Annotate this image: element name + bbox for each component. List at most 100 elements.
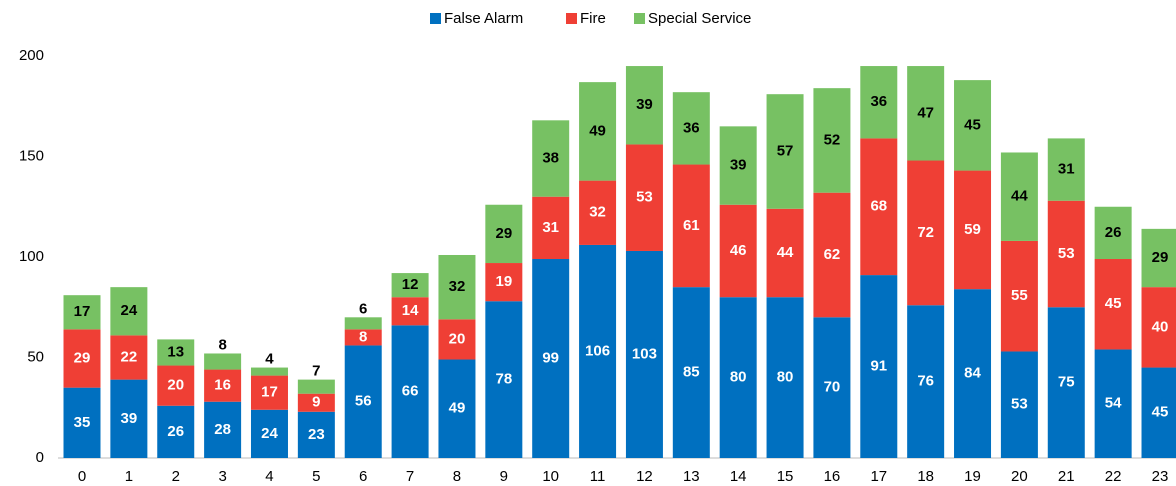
data-label: 54: [1105, 395, 1122, 412]
bar-segment: [532, 120, 570, 197]
bar-segment: [719, 204, 757, 298]
data-label: 44: [1011, 188, 1028, 205]
legend-swatch: [430, 13, 441, 24]
data-label: 57: [777, 142, 794, 159]
legend-swatch: [566, 13, 577, 24]
data-label: 31: [1058, 161, 1075, 178]
bar-segment: [485, 204, 523, 264]
y-tick-label: 100: [19, 248, 44, 265]
bar-segment: [1047, 307, 1085, 458]
x-tick-label: 12: [636, 468, 653, 485]
bar-segment: [813, 88, 851, 193]
data-label: 80: [777, 369, 794, 386]
bar-segment: [1141, 367, 1176, 458]
data-label: 6: [359, 300, 367, 317]
bar-segment: [1000, 351, 1038, 458]
data-label: 44: [777, 244, 794, 261]
data-label: 99: [542, 349, 559, 366]
data-label: 38: [542, 149, 559, 166]
bar-segment: [438, 319, 476, 360]
data-label: 53: [636, 189, 653, 206]
x-tick-label: 1: [125, 468, 133, 485]
bar-segment: [485, 301, 523, 458]
x-tick-label: 19: [964, 468, 981, 485]
bar-segment: [860, 275, 898, 458]
data-label: 66: [402, 383, 419, 400]
bar-segment: [1141, 228, 1176, 288]
bar-segment: [157, 365, 195, 406]
y-tick-label: 50: [27, 348, 44, 365]
bar-segment: [954, 170, 992, 290]
data-label: 49: [589, 122, 606, 139]
data-label: 17: [261, 384, 278, 401]
data-label: 39: [730, 157, 747, 174]
data-label: 8: [218, 336, 226, 353]
bar-segment: [813, 317, 851, 458]
bar-segment: [344, 317, 382, 330]
bar-segment: [766, 297, 804, 458]
y-tick-label: 0: [36, 449, 44, 466]
data-label: 29: [1152, 249, 1169, 266]
bar-segment: [391, 273, 429, 298]
data-label: 17: [74, 303, 91, 320]
bar-segment: [860, 66, 898, 139]
data-label: 75: [1058, 374, 1075, 391]
bar-segment: [907, 66, 945, 161]
data-label: 24: [261, 425, 278, 442]
x-tick-label: 2: [172, 468, 180, 485]
bar-segment: [719, 126, 757, 205]
data-label: 59: [964, 221, 981, 238]
data-label: 22: [121, 348, 138, 365]
data-label: 85: [683, 364, 700, 381]
bar-segment: [1094, 349, 1132, 458]
bar-segment: [1047, 200, 1085, 308]
data-label: 29: [495, 225, 512, 242]
x-tick-label: 6: [359, 468, 367, 485]
bar-segment: [672, 92, 710, 165]
data-label: 26: [1105, 224, 1122, 241]
legend-label: Fire: [580, 10, 606, 27]
data-label: 36: [870, 93, 887, 110]
data-label: 45: [964, 116, 981, 133]
bar-segment: [110, 379, 148, 458]
x-tick-label: 14: [730, 468, 747, 485]
data-label: 26: [167, 423, 184, 440]
bar-segment: [297, 379, 335, 394]
data-label: 84: [964, 365, 981, 382]
bar-segment: [63, 387, 101, 458]
bar-segment: [1094, 206, 1132, 260]
data-label: 49: [449, 400, 466, 417]
bar-segment: [719, 297, 757, 458]
data-label: 40: [1152, 318, 1169, 335]
bar-segment: [1047, 138, 1085, 201]
bar-segment: [1000, 240, 1038, 352]
bar-segment: [766, 208, 804, 298]
x-tick-label: 3: [218, 468, 226, 485]
data-label: 8: [359, 328, 367, 345]
bar-segment: [63, 295, 101, 330]
bar-segment: [391, 297, 429, 326]
data-label: 68: [870, 198, 887, 215]
legend-label: Special Service: [648, 10, 751, 27]
x-tick-label: 21: [1058, 468, 1075, 485]
y-tick-label: 150: [19, 147, 44, 164]
data-label: 32: [449, 278, 466, 295]
data-label: 39: [636, 96, 653, 113]
bar-segment: [157, 405, 195, 458]
bar-segment: [813, 192, 851, 318]
bar-segment: [1141, 287, 1176, 368]
bar-segment: [1000, 152, 1038, 241]
bar-segment: [438, 359, 476, 458]
x-tick-label: 10: [542, 468, 559, 485]
data-label: 13: [167, 343, 184, 360]
data-label: 20: [167, 377, 184, 394]
bar-segment: [954, 80, 992, 171]
x-tick-label: 16: [824, 468, 841, 485]
bar-segment: [438, 254, 476, 320]
bar-segment: [907, 305, 945, 458]
bar-segment: [625, 144, 663, 251]
bar-segment: [672, 164, 710, 288]
x-tick-label: 18: [917, 468, 934, 485]
data-label: 24: [121, 302, 138, 319]
